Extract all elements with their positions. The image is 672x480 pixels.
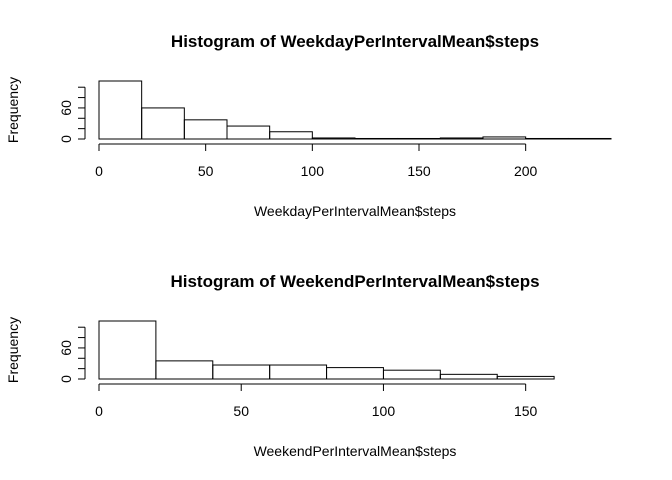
histogram-bar (397, 137, 441, 140)
histogram-bar (269, 364, 328, 380)
y-tick-label: 0 (58, 135, 74, 143)
y-axis: 0 60 (58, 86, 86, 143)
y-tick-label: 0 (58, 375, 74, 383)
histogram-bar (439, 137, 484, 140)
histogram-bar (155, 360, 214, 380)
histogram-bar (212, 364, 271, 380)
x-tick-label: 150 (514, 403, 538, 419)
histogram-bar (439, 373, 498, 380)
histogram-bar (525, 137, 569, 140)
bars (98, 320, 555, 380)
x-axis-label: WeekendPerIntervalMean$steps (254, 443, 457, 459)
x-axis: 0 50 100 150 (95, 383, 538, 419)
weekday-histogram-panel: Histogram of WeekdayPerIntervalMean$step… (5, 32, 612, 219)
histogram-bar (496, 375, 555, 380)
histogram-bar (567, 137, 612, 140)
x-tick-label: 100 (301, 163, 325, 179)
y-axis-label: Frequency (5, 77, 21, 143)
x-tick-label: 0 (95, 403, 103, 419)
x-tick-label: 100 (372, 403, 396, 419)
y-tick-label: 60 (58, 340, 74, 356)
chart-title: Histogram of WeekdayPerIntervalMean$step… (171, 32, 539, 51)
bars (98, 80, 612, 140)
histogram-bar (326, 367, 384, 380)
histogram-bar (141, 107, 185, 140)
histogram-bar (98, 80, 143, 140)
histogram-bar (482, 136, 527, 140)
y-axis-label: Frequency (5, 317, 21, 383)
histogram-bar (354, 137, 399, 140)
x-axis-label: WeekdayPerIntervalMean$steps (254, 203, 456, 219)
histogram-bar (269, 131, 313, 140)
histogram-bar (98, 320, 157, 380)
x-axis: 0 50 100 150 200 (95, 143, 538, 179)
y-tick-label: 60 (58, 100, 74, 116)
histogram-bar (183, 119, 228, 140)
x-tick-label: 200 (514, 163, 538, 179)
weekend-histogram-panel: Histogram of WeekendPerIntervalMean$step… (5, 272, 555, 459)
x-tick-label: 0 (95, 163, 103, 179)
x-tick-label: 50 (233, 403, 249, 419)
chart-title: Histogram of WeekendPerIntervalMean$step… (170, 272, 539, 291)
histogram-bar (311, 137, 356, 140)
histogram-bar (382, 369, 441, 380)
x-tick-label: 150 (407, 163, 431, 179)
histogram-bar (226, 125, 271, 140)
y-axis: 0 60 (58, 326, 86, 383)
x-tick-label: 50 (198, 163, 214, 179)
